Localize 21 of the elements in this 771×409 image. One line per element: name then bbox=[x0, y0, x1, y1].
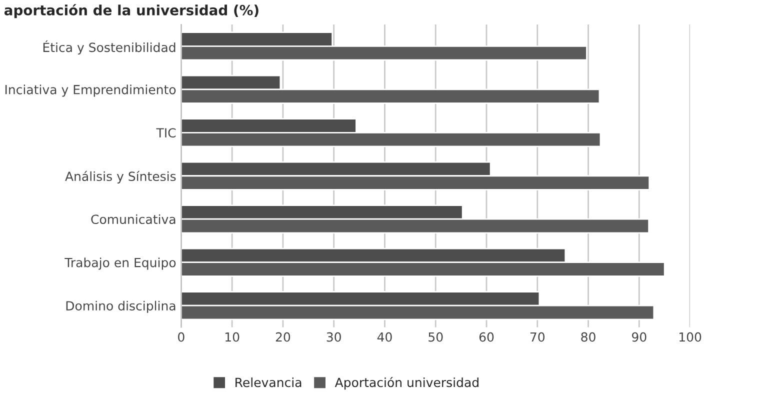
x-tick-label: 80 bbox=[581, 332, 596, 342]
y-tick-label: Ética y Sostenibilidad bbox=[43, 40, 176, 55]
y-tick-label: Análisis y Síntesis bbox=[65, 170, 176, 184]
x-tick-label: 0 bbox=[178, 332, 184, 342]
chart-title: aportación de la universidad (%) bbox=[4, 4, 258, 18]
y-tick-label: Comunicativa bbox=[91, 214, 176, 224]
x-tick-label: 70 bbox=[530, 332, 545, 342]
y-tick-label: Domino disciplina bbox=[66, 300, 176, 313]
legend-label: Relevancia bbox=[236, 377, 302, 388]
x-tick-label: 60 bbox=[479, 332, 494, 342]
x-tick-label: 40 bbox=[377, 332, 392, 342]
x-tick-label: 20 bbox=[276, 332, 290, 342]
y-tick-label: TIC bbox=[156, 128, 176, 138]
x-tick-label: 30 bbox=[326, 332, 341, 342]
x-tick-label: 50 bbox=[428, 332, 443, 342]
x-tick-label: 90 bbox=[632, 332, 646, 342]
x-tick-label: 10 bbox=[225, 332, 240, 342]
y-tick-label: Inciativa y Emprendimiento bbox=[5, 84, 176, 97]
y-tick-label: Trabajo en Equipo bbox=[64, 258, 176, 270]
x-tick-label: 100 bbox=[679, 332, 702, 342]
legend-label: Aportación universidad bbox=[334, 376, 478, 390]
